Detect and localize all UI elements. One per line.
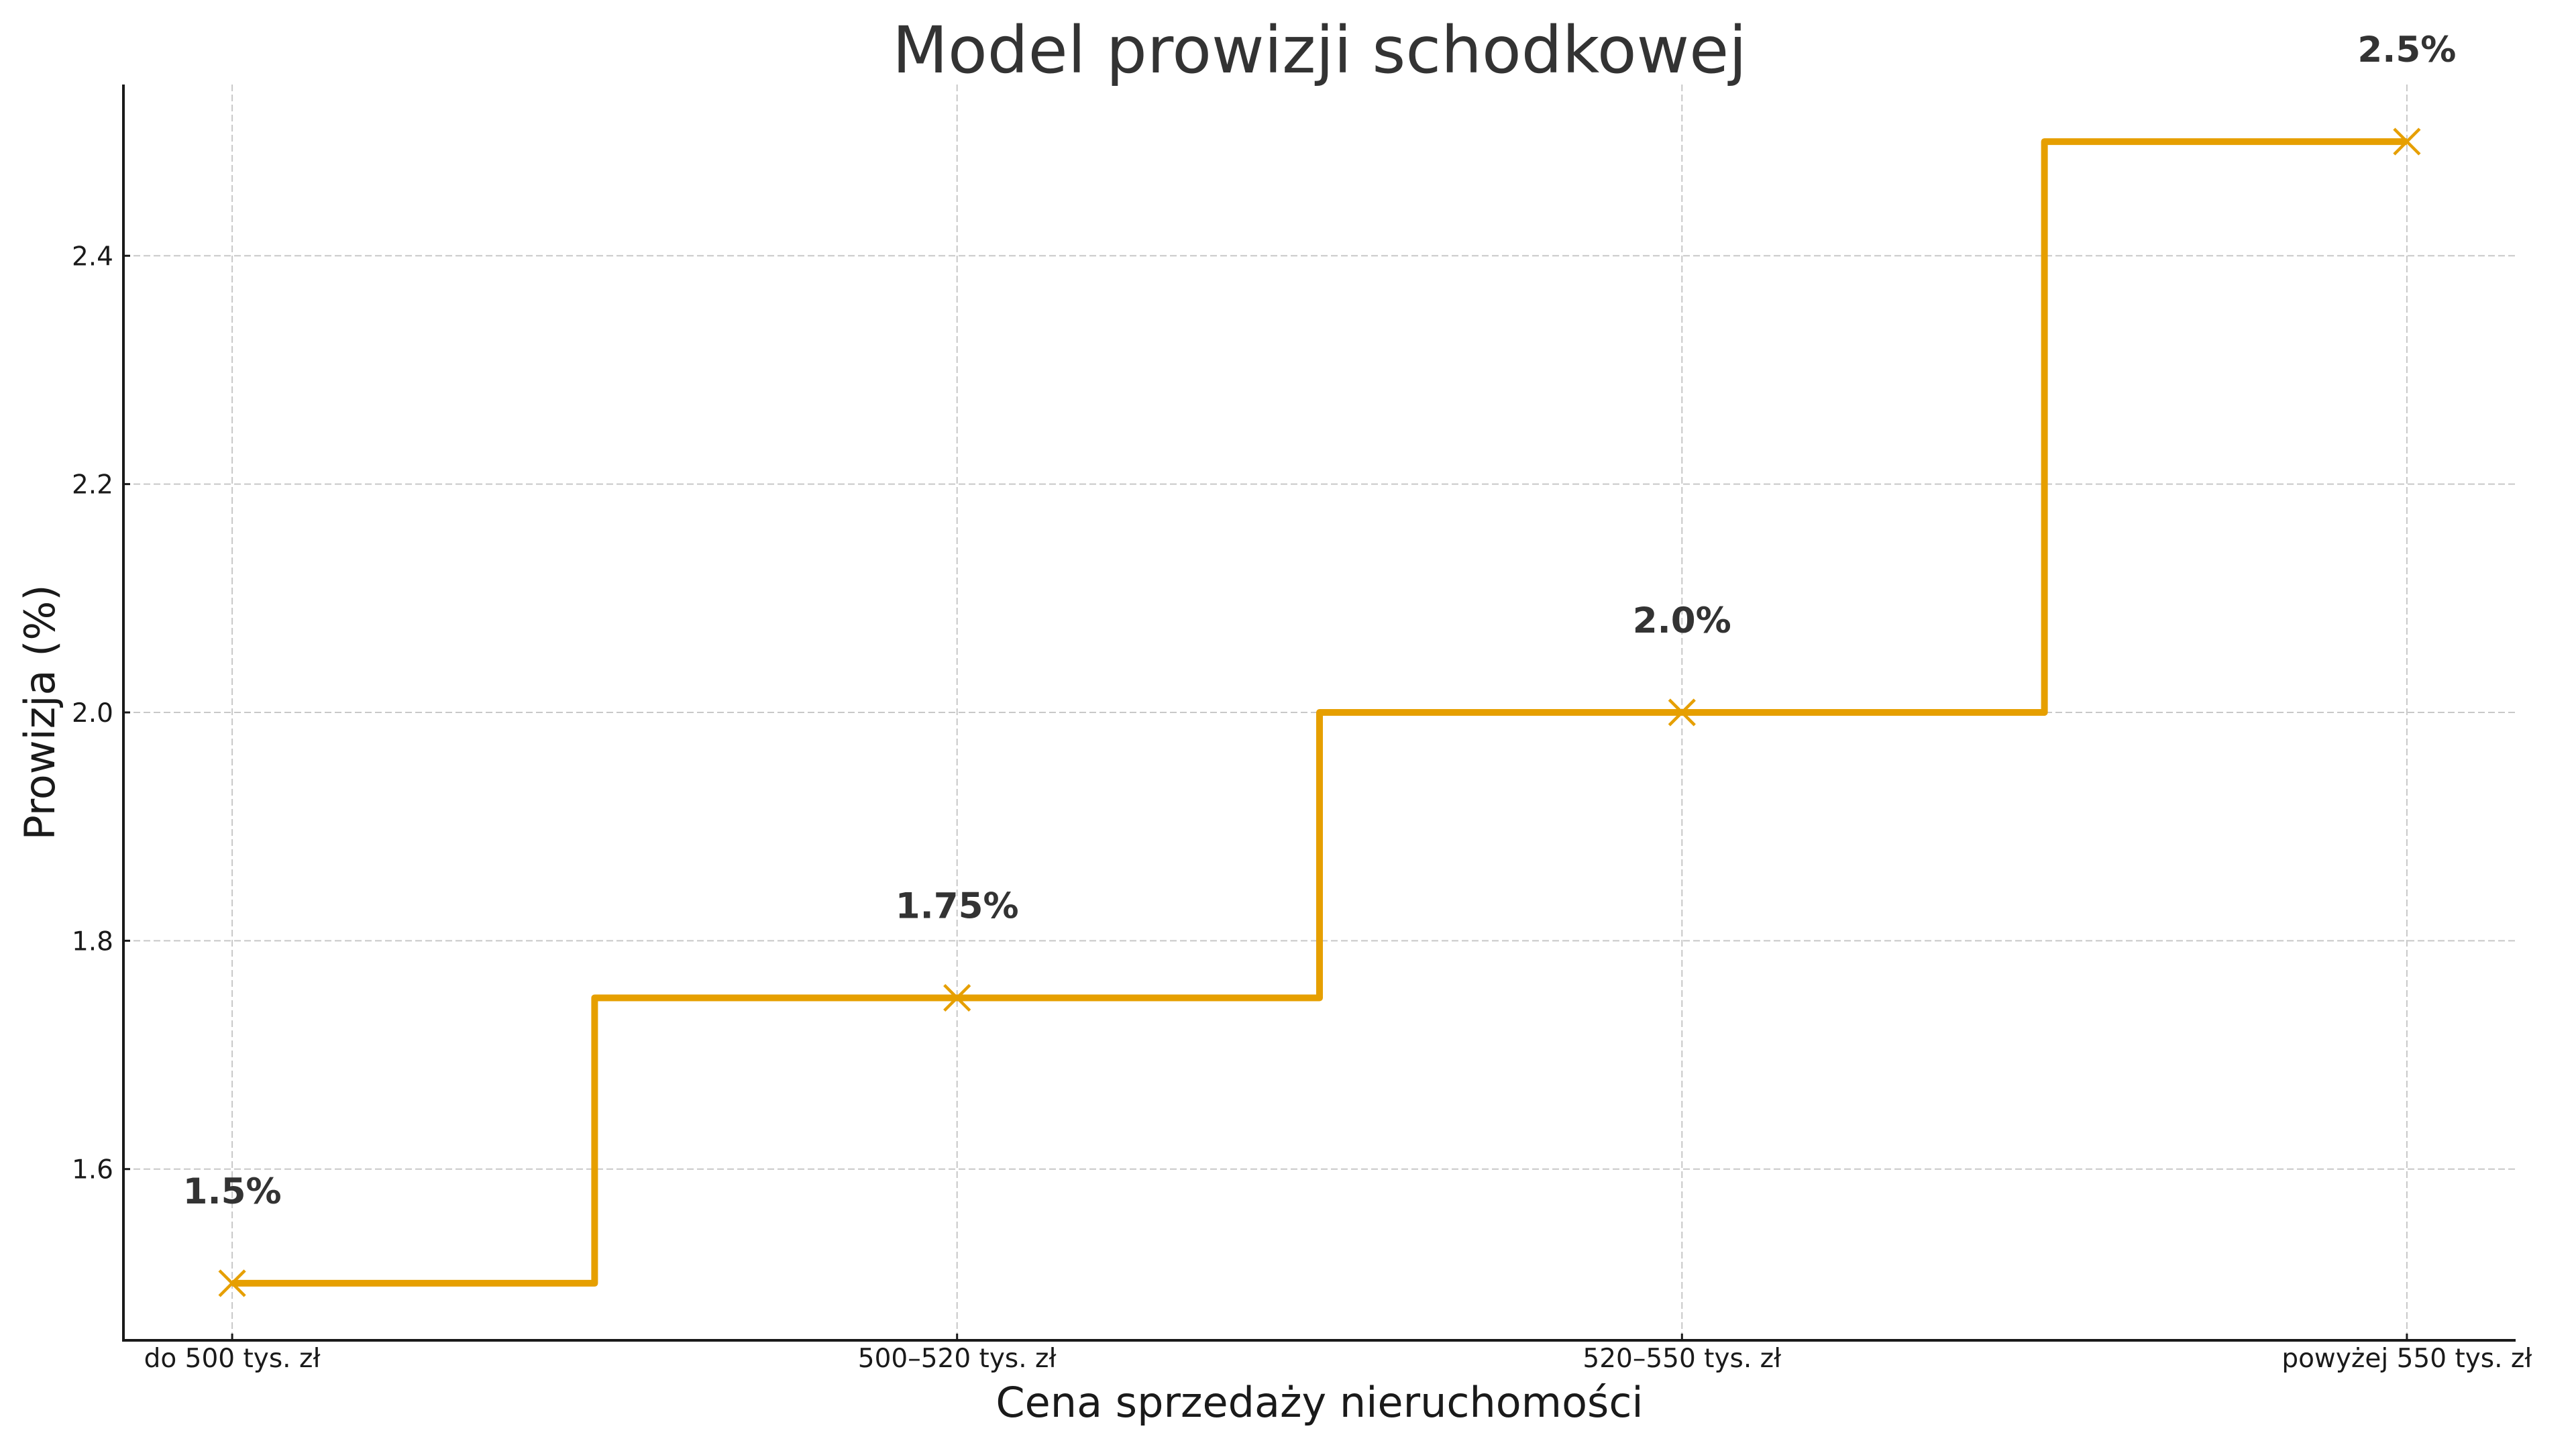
- y-tick-labels: 1.6 1.8 2.0 2.2 2.4: [72, 241, 113, 1185]
- x-marker-icon: [943, 983, 971, 1012]
- x-marker-icon: [218, 1269, 246, 1297]
- tick-marks: [123, 254, 2408, 1340]
- y-axis-label: Prowizja (%): [15, 584, 64, 840]
- x-tick-label: powyżej 550 tys. zł: [2282, 1344, 2532, 1374]
- x-tick-labels: do 500 tys. zł 500–520 tys. zł 520–550 tys…: [144, 1344, 2533, 1374]
- gridlines: [123, 85, 2516, 1340]
- data-label: 1.75%: [896, 885, 1019, 926]
- data-label: 2.5%: [2357, 30, 2456, 70]
- chart-title: Model prowizji schodkowej: [892, 13, 1747, 88]
- y-tick-label: 2.2: [72, 470, 113, 500]
- x-tick-label: do 500 tys. zł: [144, 1344, 321, 1374]
- data-value-labels: 1.5% 1.75% 2.0% 2.5%: [183, 30, 2457, 1212]
- y-tick-label: 2.0: [72, 698, 113, 729]
- y-tick-label: 1.6: [72, 1155, 113, 1185]
- data-label: 1.5%: [183, 1171, 282, 1212]
- y-tick-label: 1.8: [72, 926, 113, 957]
- y-tick-label: 2.4: [72, 241, 113, 272]
- commission-step-line: [232, 138, 2407, 1287]
- x-axis-label: Cena sprzedaży nieruchomości: [996, 1378, 1643, 1427]
- x-marker-icon: [2393, 127, 2421, 156]
- x-tick-label: 500–520 tys. zł: [858, 1344, 1057, 1374]
- x-marker-icon: [1668, 698, 1696, 727]
- data-point-markers: [218, 127, 2421, 1297]
- data-label: 2.0%: [1633, 600, 1731, 641]
- x-tick-label: 520–550 tys. zł: [1582, 1344, 1782, 1374]
